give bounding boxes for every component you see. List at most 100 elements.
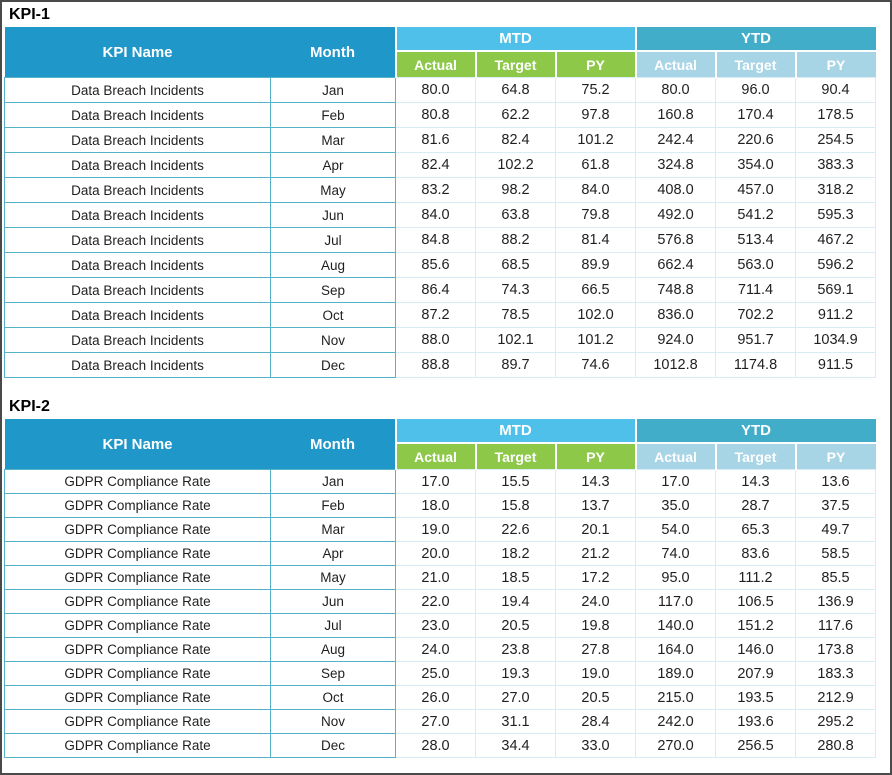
ytd-py-cell: 13.6 [794, 469, 877, 494]
kpi-1-table-body: Data Breach Incidents Jan 80.0 64.8 75.2… [4, 77, 877, 378]
sub-header-ytd-actual: Actual [634, 443, 716, 470]
ytd-py-cell: 295.2 [794, 709, 877, 734]
ytd-target-cell: 563.0 [715, 252, 796, 278]
mtd-py-cell: 89.9 [555, 252, 636, 278]
table-row: GDPR Compliance Rate Apr 20.0 18.2 21.2 … [4, 541, 877, 566]
mtd-py-cell: 97.8 [555, 102, 636, 128]
month-cell: May [270, 565, 396, 590]
col-header-month: Month [270, 419, 396, 470]
table-row: GDPR Compliance Rate Nov 27.0 31.1 28.4 … [4, 709, 877, 734]
mtd-py-cell: 33.0 [555, 733, 636, 758]
kpi-name-cell: Data Breach Incidents [4, 252, 271, 278]
table-row: Data Breach Incidents Oct 87.2 78.5 102.… [4, 302, 877, 328]
ytd-py-cell: 58.5 [794, 541, 877, 566]
ytd-target-cell: 207.9 [715, 661, 796, 686]
kpi-1-table-header: KPI Name Month MTD YTD Actual Target PY … [4, 27, 876, 78]
kpi-name-cell: Data Breach Incidents [4, 352, 271, 378]
mtd-actual-cell: 22.0 [395, 589, 476, 614]
mtd-actual-cell: 21.0 [395, 565, 476, 590]
mtd-py-cell: 20.1 [555, 517, 636, 542]
month-cell: Sep [270, 661, 396, 686]
ytd-py-cell: 49.7 [794, 517, 877, 542]
mtd-target-cell: 18.5 [475, 565, 556, 590]
mtd-actual-cell: 85.6 [395, 252, 476, 278]
month-cell: Jul [270, 227, 396, 253]
kpi-name-cell: Data Breach Incidents [4, 302, 271, 328]
mtd-target-cell: 63.8 [475, 202, 556, 228]
mtd-target-cell: 88.2 [475, 227, 556, 253]
table-row: GDPR Compliance Rate May 21.0 18.5 17.2 … [4, 565, 877, 590]
sub-header-mtd-actual: Actual [394, 443, 476, 470]
ytd-actual-cell: 576.8 [635, 227, 716, 253]
kpi-2-table: KPI Name Month MTD YTD Actual Target PY … [4, 419, 877, 758]
mtd-py-cell: 101.2 [555, 127, 636, 153]
table-row: GDPR Compliance Rate Jul 23.0 20.5 19.8 … [4, 613, 877, 638]
mtd-target-cell: 82.4 [475, 127, 556, 153]
mtd-actual-cell: 23.0 [395, 613, 476, 638]
mtd-target-cell: 19.3 [475, 661, 556, 686]
ytd-actual-cell: 215.0 [635, 685, 716, 710]
mtd-py-cell: 24.0 [555, 589, 636, 614]
ytd-py-cell: 318.2 [794, 177, 877, 203]
ytd-target-cell: 354.0 [715, 152, 796, 178]
ytd-py-cell: 911.2 [794, 302, 877, 328]
table-row: Data Breach Incidents Apr 82.4 102.2 61.… [4, 152, 877, 178]
table-row: GDPR Compliance Rate Dec 28.0 34.4 33.0 … [4, 733, 877, 758]
ytd-target-cell: 951.7 [715, 327, 796, 353]
ytd-target-cell: 1174.8 [715, 352, 796, 378]
month-cell: Nov [270, 709, 396, 734]
kpi-name-cell: GDPR Compliance Rate [4, 709, 271, 734]
mtd-target-cell: 68.5 [475, 252, 556, 278]
ytd-py-cell: 595.3 [794, 202, 877, 228]
table-row: Data Breach Incidents May 83.2 98.2 84.0… [4, 177, 877, 203]
table-row: GDPR Compliance Rate Mar 19.0 22.6 20.1 … [4, 517, 877, 542]
col-header-kpi-name: KPI Name [4, 419, 271, 470]
month-cell: Oct [270, 302, 396, 328]
ytd-target-cell: 14.3 [715, 469, 796, 494]
group-header-mtd: MTD [394, 419, 636, 444]
mtd-actual-cell: 82.4 [395, 152, 476, 178]
section-label-kpi-1: KPI-1 [9, 6, 50, 23]
month-cell: Oct [270, 685, 396, 710]
group-header-ytd: YTD [634, 419, 876, 444]
month-cell: Apr [270, 541, 396, 566]
mtd-actual-cell: 19.0 [395, 517, 476, 542]
ytd-py-cell: 178.5 [794, 102, 877, 128]
col-header-month: Month [270, 27, 396, 78]
ytd-target-cell: 220.6 [715, 127, 796, 153]
sub-header-mtd-actual: Actual [394, 51, 476, 78]
mtd-actual-cell: 88.0 [395, 327, 476, 353]
mtd-py-cell: 66.5 [555, 277, 636, 303]
mtd-actual-cell: 27.0 [395, 709, 476, 734]
mtd-py-cell: 84.0 [555, 177, 636, 203]
kpi-name-cell: Data Breach Incidents [4, 127, 271, 153]
mtd-actual-cell: 26.0 [395, 685, 476, 710]
ytd-py-cell: 85.5 [794, 565, 877, 590]
sub-header-ytd-py: PY [794, 443, 876, 470]
ytd-actual-cell: 164.0 [635, 637, 716, 662]
ytd-actual-cell: 492.0 [635, 202, 716, 228]
mtd-py-cell: 61.8 [555, 152, 636, 178]
kpi-name-cell: GDPR Compliance Rate [4, 469, 271, 494]
table-row: GDPR Compliance Rate Feb 18.0 15.8 13.7 … [4, 493, 877, 518]
col-header-kpi-name: KPI Name [4, 27, 271, 78]
mtd-py-cell: 102.0 [555, 302, 636, 328]
table-row: GDPR Compliance Rate Aug 24.0 23.8 27.8 … [4, 637, 877, 662]
kpi-2-table-body: GDPR Compliance Rate Jan 17.0 15.5 14.3 … [4, 469, 877, 758]
month-cell: Mar [270, 517, 396, 542]
table-row: Data Breach Incidents Nov 88.0 102.1 101… [4, 327, 877, 353]
mtd-py-cell: 19.0 [555, 661, 636, 686]
ytd-py-cell: 254.5 [794, 127, 877, 153]
month-cell: Aug [270, 252, 396, 278]
sub-header-mtd-py: PY [554, 51, 636, 78]
ytd-actual-cell: 140.0 [635, 613, 716, 638]
table-row: Data Breach Incidents Mar 81.6 82.4 101.… [4, 127, 877, 153]
ytd-target-cell: 193.6 [715, 709, 796, 734]
group-header-mtd: MTD [394, 27, 636, 52]
table-row: GDPR Compliance Rate Oct 26.0 27.0 20.5 … [4, 685, 877, 710]
ytd-actual-cell: 748.8 [635, 277, 716, 303]
month-cell: Dec [270, 352, 396, 378]
mtd-target-cell: 34.4 [475, 733, 556, 758]
ytd-actual-cell: 160.8 [635, 102, 716, 128]
